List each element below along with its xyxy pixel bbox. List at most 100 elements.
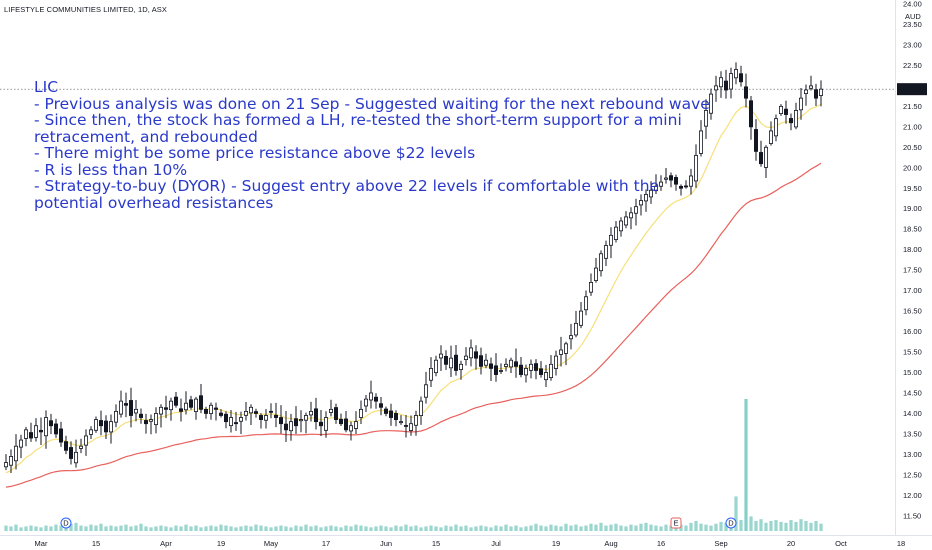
volume-bar xyxy=(794,521,798,531)
dividend-marker[interactable]: D xyxy=(60,517,72,529)
candle xyxy=(178,398,183,422)
dividend-marker[interactable]: D xyxy=(725,517,737,529)
candle xyxy=(323,411,328,438)
volume-bar xyxy=(34,526,38,531)
candle xyxy=(448,345,453,377)
volume-bar xyxy=(254,524,258,531)
volume-bar xyxy=(59,525,63,531)
candle xyxy=(644,189,649,212)
volume-bar xyxy=(814,520,818,531)
volume-bar xyxy=(54,524,58,531)
candle xyxy=(458,360,463,380)
volume-bar xyxy=(184,524,188,531)
analysis-notes: LIC - Previous analysis was done on 21 S… xyxy=(34,79,724,211)
volume-bar xyxy=(344,525,348,531)
volume-bar xyxy=(544,526,548,531)
volume-bar xyxy=(459,526,463,531)
volume-bar xyxy=(69,523,73,531)
candle xyxy=(789,113,794,131)
price-badge-bg xyxy=(897,83,927,96)
volume-bar xyxy=(694,520,698,531)
volume-bar xyxy=(564,523,568,531)
candle xyxy=(288,413,293,441)
volume-bar xyxy=(124,524,128,531)
candlesticks xyxy=(4,62,824,474)
volume-bar xyxy=(229,526,233,531)
candle xyxy=(589,273,594,296)
candle xyxy=(674,174,679,191)
candle xyxy=(293,406,298,435)
volume-bar xyxy=(84,526,88,531)
candle xyxy=(819,80,824,107)
volume-bar xyxy=(599,522,603,531)
volume-bar xyxy=(399,526,403,531)
svg-text:D: D xyxy=(63,519,69,528)
candle xyxy=(734,62,739,85)
candle xyxy=(368,380,373,409)
volume-bar xyxy=(809,522,813,531)
volume-bar xyxy=(309,526,313,531)
candle xyxy=(363,395,368,412)
volume-bar xyxy=(494,525,498,531)
candle xyxy=(223,411,228,429)
candle xyxy=(549,355,554,381)
volume-bar xyxy=(109,525,113,531)
volume-bar xyxy=(574,524,578,531)
candle xyxy=(393,410,398,427)
volume-bar xyxy=(49,526,53,531)
candle xyxy=(619,217,624,237)
volume-bar xyxy=(4,525,8,531)
volume-bar xyxy=(789,520,793,531)
y-tick-label: 13.00 xyxy=(903,450,922,459)
volume-bar xyxy=(659,526,663,531)
candle xyxy=(629,207,634,230)
earnings-marker[interactable]: E xyxy=(670,517,682,529)
candle xyxy=(378,397,383,416)
candle xyxy=(28,422,33,442)
candle xyxy=(328,399,333,417)
last-price-badge: 21.92 xyxy=(897,83,927,96)
volume-bar xyxy=(464,525,468,531)
candle xyxy=(79,438,84,454)
candle xyxy=(198,384,203,414)
candle xyxy=(248,404,253,425)
volume-bar xyxy=(74,522,78,531)
candle xyxy=(529,359,534,379)
volume-bar xyxy=(554,525,558,531)
volume-bar xyxy=(774,520,778,531)
volume-bar xyxy=(419,527,423,531)
volume-bar xyxy=(539,525,543,531)
candle xyxy=(168,397,173,421)
x-tick-label: 17 xyxy=(322,539,330,548)
volume-bar xyxy=(189,526,193,531)
candle xyxy=(44,410,49,449)
volume-bar xyxy=(499,526,503,531)
y-tick-label: 15.00 xyxy=(903,368,922,377)
candle xyxy=(69,441,74,465)
volume-bar xyxy=(679,524,683,531)
candle xyxy=(59,421,64,447)
candle xyxy=(228,410,233,433)
volume-bar xyxy=(744,399,748,531)
candle xyxy=(423,371,428,404)
volume-bar xyxy=(29,525,33,531)
volume-bar xyxy=(139,523,143,531)
candle xyxy=(13,434,18,470)
volume-bar xyxy=(94,525,98,531)
y-tick-label: 11.50 xyxy=(903,511,921,520)
volume-bar xyxy=(514,525,518,531)
volume-bar xyxy=(704,524,708,531)
candle xyxy=(418,396,423,425)
candle xyxy=(388,403,393,426)
x-tick-label: Apr xyxy=(160,539,172,548)
candle xyxy=(408,415,413,436)
candle xyxy=(498,363,503,374)
volume-bar xyxy=(734,496,738,531)
candle xyxy=(23,426,28,447)
candle xyxy=(84,429,89,456)
volume-bar xyxy=(354,524,358,531)
candle xyxy=(133,399,138,422)
volume-bar xyxy=(474,526,478,531)
